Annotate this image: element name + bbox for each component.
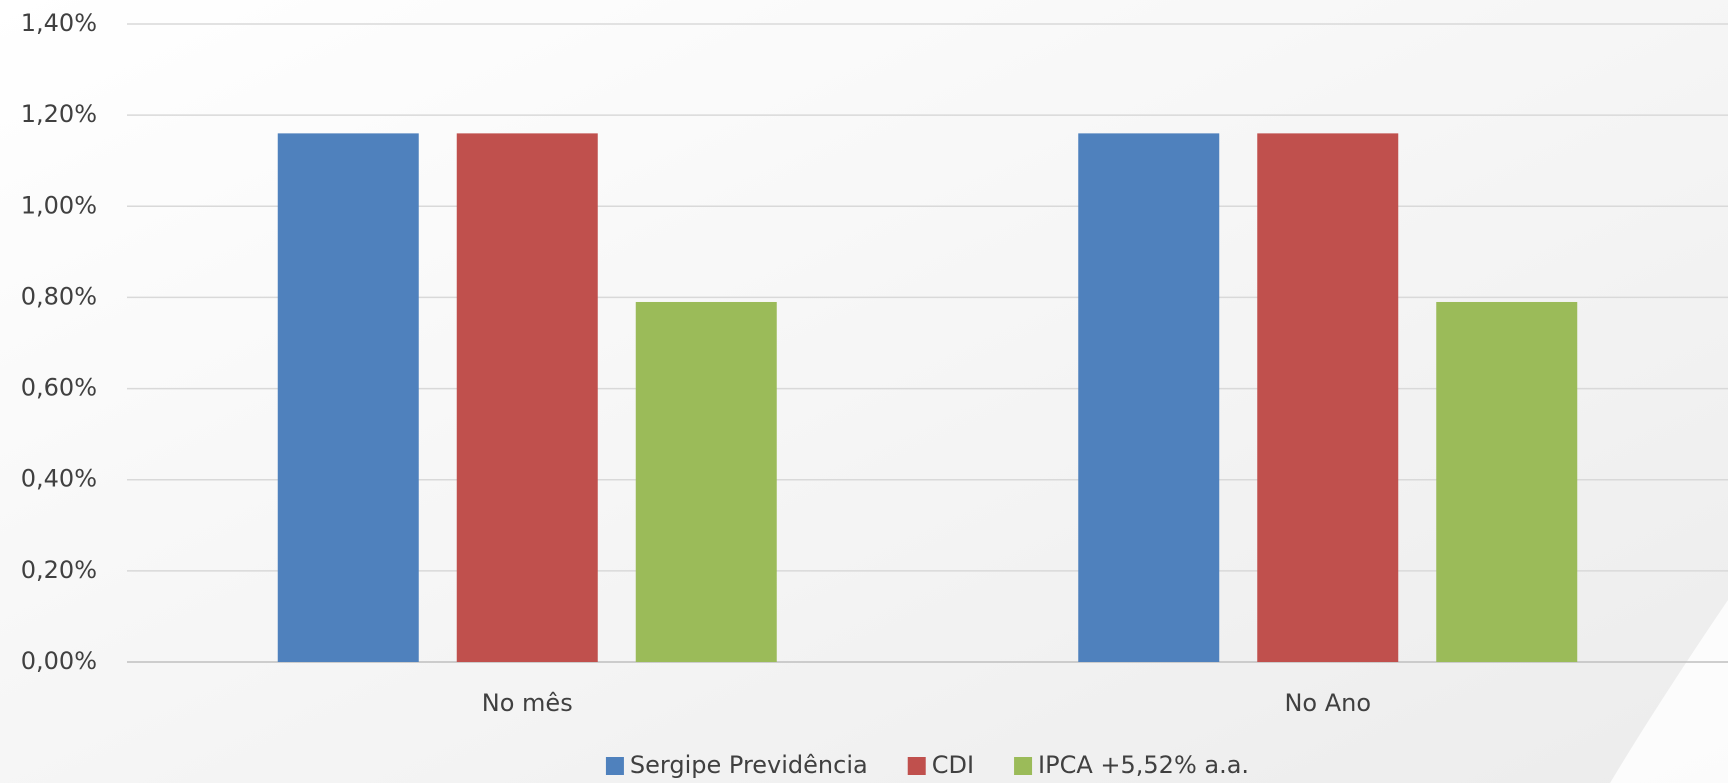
legend-swatch <box>605 757 624 775</box>
bar <box>1257 133 1399 662</box>
decoration <box>1610 600 1728 783</box>
y-tick-label: 1,00% <box>21 191 97 219</box>
bar <box>635 301 777 662</box>
bar <box>1078 133 1220 662</box>
legend-swatch <box>907 757 926 775</box>
legend-label: IPCA +5,52% a.a. <box>1038 751 1249 779</box>
legend-swatch <box>1014 757 1033 775</box>
y-tick-label: 0,40% <box>21 465 97 493</box>
x-tick-label: No Ano <box>1284 689 1371 717</box>
y-tick-label: 1,40% <box>21 9 97 37</box>
y-tick-label: 0,20% <box>21 556 97 584</box>
bar <box>1436 301 1578 662</box>
legend-label: CDI <box>932 751 974 779</box>
y-tick-label: 0,60% <box>21 374 97 402</box>
x-tick-label: No mês <box>482 689 573 717</box>
y-tick-label: 0,00% <box>21 647 97 675</box>
legend-label: Sergipe Previdência <box>630 751 868 779</box>
bar <box>277 133 419 662</box>
y-tick-label: 1,20% <box>21 100 97 128</box>
bar <box>456 133 598 662</box>
y-tick-label: 0,80% <box>21 282 97 310</box>
